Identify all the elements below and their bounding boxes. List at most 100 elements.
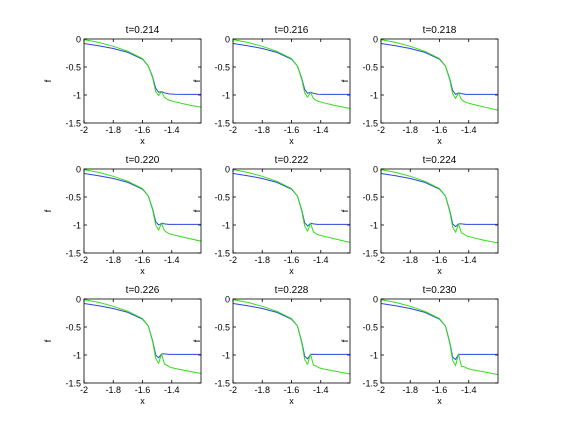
y-tick-label: 0 <box>373 165 378 175</box>
plot-frame <box>380 298 499 384</box>
x-axis-label: x <box>437 396 442 406</box>
plot-frame <box>83 168 202 254</box>
subplot-title: t=0.222 <box>275 155 309 166</box>
x-axis-label: x <box>289 136 294 146</box>
x-tick-label: -2 <box>229 255 237 265</box>
series-line-1 <box>233 173 350 227</box>
x-tick-label: -1.6 <box>135 255 151 265</box>
x-tick-label: -1.8 <box>105 255 121 265</box>
x-tick-label: -1.8 <box>254 255 270 265</box>
y-tick-label: 0 <box>76 165 81 175</box>
y-tick-label: -0.5 <box>65 193 81 203</box>
series-line-2 <box>84 169 201 242</box>
x-tick-label: -2 <box>80 125 88 135</box>
x-tick-label: -1.6 <box>284 125 300 135</box>
x-tick-label: -1.4 <box>461 385 477 395</box>
x-axis-label: x <box>289 266 294 276</box>
x-tick-label: -1.4 <box>313 385 329 395</box>
x-tick-label: -1.4 <box>313 255 329 265</box>
series-line-2 <box>381 169 498 244</box>
y-axis-label: f <box>340 209 350 212</box>
subplot-title: t=0.226 <box>126 285 160 296</box>
y-tick-label: -1 <box>370 221 378 231</box>
y-tick-label: -1 <box>222 351 230 361</box>
x-tick-label: -1.4 <box>164 255 180 265</box>
x-axis-label: x <box>437 266 442 276</box>
y-tick-label: -1 <box>222 221 230 231</box>
subplot-8: t=0.228 f x 0 -0.5 -1 -1.5-2 -1.8 -1.6 -1.4 <box>192 285 351 406</box>
x-tick-label: -2 <box>80 385 88 395</box>
x-tick-label: -2 <box>229 125 237 135</box>
y-tick-label: -1 <box>370 91 378 101</box>
y-tick-label: -1 <box>73 351 81 361</box>
y-axis-label: f <box>340 79 350 82</box>
x-tick-label: -1.6 <box>284 385 300 395</box>
x-tick-label: -1.6 <box>432 125 448 135</box>
subplot-title: t=0.230 <box>423 285 457 296</box>
y-tick-label: -0.5 <box>214 323 230 333</box>
x-tick-label: -2 <box>377 385 385 395</box>
subplot-3: t=0.218 f x 0 -0.5 -1 -1.5-2 -1.8 -1.6 -1.4 <box>340 25 499 146</box>
series-line-2 <box>381 39 498 111</box>
subplot-title: t=0.224 <box>423 155 457 166</box>
x-axis-label: x <box>437 136 442 146</box>
y-tick-label: -0.5 <box>362 323 378 333</box>
y-axis-label: f <box>192 209 202 212</box>
plot-frame <box>83 298 202 384</box>
x-axis-label: x <box>140 396 145 406</box>
y-axis-label: f <box>192 339 202 342</box>
y-tick-label: 0 <box>373 295 378 305</box>
x-tick-label: -1.6 <box>284 255 300 265</box>
subplot-6: t=0.224 f x 0 -0.5 -1 -1.5-2 -1.8 -1.6 -1.4 <box>340 155 499 276</box>
y-tick-label: -0.5 <box>214 193 230 203</box>
subplot-title: t=0.220 <box>126 155 160 166</box>
series-line-1 <box>84 173 201 226</box>
y-tick-label: -1.5 <box>362 379 378 389</box>
y-tick-label: 0 <box>76 295 81 305</box>
series-line-1 <box>84 43 201 95</box>
series-line-1 <box>381 43 498 95</box>
x-tick-label: -1.8 <box>402 125 418 135</box>
series-line-1 <box>381 173 498 228</box>
x-axis-label: x <box>140 136 145 146</box>
x-tick-label: -1.8 <box>402 255 418 265</box>
y-tick-label: -0.5 <box>362 63 378 73</box>
x-tick-label: -1.6 <box>135 385 151 395</box>
y-tick-label: 0 <box>76 35 81 45</box>
y-tick-label: -0.5 <box>65 63 81 73</box>
x-tick-label: -1.8 <box>402 385 418 395</box>
plot-frame <box>83 38 202 124</box>
series-line-2 <box>84 299 201 374</box>
x-tick-label: -2 <box>377 255 385 265</box>
y-tick-label: -0.5 <box>362 193 378 203</box>
y-tick-label: -1.5 <box>214 119 230 129</box>
x-tick-label: -2 <box>229 385 237 395</box>
x-tick-label: -2 <box>377 125 385 135</box>
y-tick-label: 0 <box>225 35 230 45</box>
subplot-title: t=0.214 <box>126 25 160 36</box>
subplot-title: t=0.216 <box>275 25 309 36</box>
x-axis-label: x <box>140 266 145 276</box>
y-axis-label: f <box>192 79 202 82</box>
series-line-2 <box>381 299 498 376</box>
x-tick-label: -1.4 <box>164 385 180 395</box>
subplot-7: t=0.226 f x 0 -0.5 -1 -1.5-2 -1.8 -1.6 -1.4 <box>43 285 202 406</box>
y-axis-label: f <box>43 339 53 342</box>
y-tick-label: -1.5 <box>65 119 81 129</box>
y-axis-label: f <box>43 209 53 212</box>
subplot-9: t=0.230 f x 0 -0.5 -1 -1.5-2 -1.8 -1.6 -1.4 <box>340 285 499 406</box>
plot-frame <box>380 168 499 254</box>
plot-frame <box>232 168 351 254</box>
series-line-1 <box>233 303 350 360</box>
x-tick-label: -1.4 <box>313 125 329 135</box>
series-line-1 <box>381 303 498 360</box>
y-tick-label: -1.5 <box>65 249 81 259</box>
plot-frame <box>232 38 351 124</box>
x-tick-label: -1.4 <box>461 125 477 135</box>
x-tick-label: -1.8 <box>105 385 121 395</box>
x-tick-label: -1.6 <box>432 385 448 395</box>
y-tick-label: -0.5 <box>65 323 81 333</box>
y-tick-label: -1 <box>370 351 378 361</box>
x-tick-label: -1.4 <box>164 125 180 135</box>
